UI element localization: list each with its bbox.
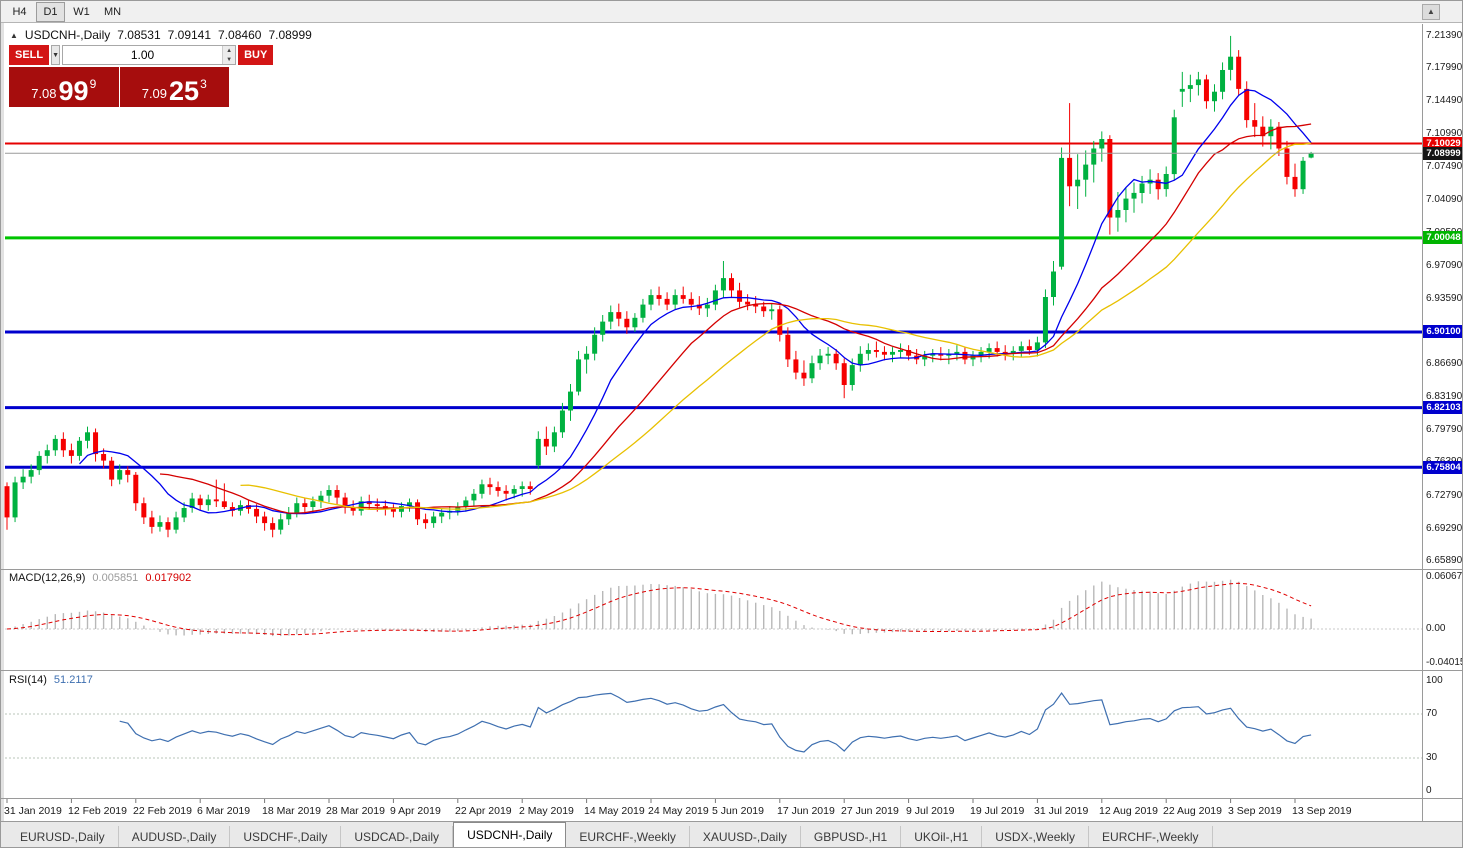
tab-xauusd-daily[interactable]: XAUUSD-,Daily [690,826,801,847]
window-edge [1,23,4,823]
volume-dropdown-icon[interactable]: ▼ [51,45,61,65]
ma-line-30 [240,142,1312,511]
volume-stepper: ▲ ▼ [222,46,236,64]
tab-audusd-daily[interactable]: AUDUSD-,Daily [119,826,231,847]
tab-eurusd-daily[interactable]: EURUSD-,Daily [7,826,119,847]
chart-symbol-label: USDCNH-,Daily [24,28,111,42]
ohlc-open: 7.08531 [117,28,161,42]
hline-layer [5,142,1422,469]
volume-down-icon[interactable]: ▼ [223,55,236,64]
tab-eurchf-weekly[interactable]: EURCHF-,Weekly [1089,826,1213,847]
macd-signal-line [6,582,1312,636]
tab-usdchf-daily[interactable]: USDCHF-,Daily [230,826,342,847]
rsi-value: 51.2117 [53,674,93,686]
ohlc-close: 7.08999 [268,28,312,42]
volume-up-icon[interactable]: ▲ [223,46,236,55]
ma-line-20 [159,123,1312,514]
collapse-panel-icon[interactable]: ▲ [10,30,18,40]
timeframe-button-w1[interactable]: W1 [73,5,90,18]
buy-price-pips: 25 [169,75,200,106]
tab-usdcad-daily[interactable]: USDCAD-,Daily [341,826,454,847]
timeframe-toolbar: H4 D1 W1 MN ▲ [1,1,1462,23]
macd-signal-value: 0.017902 [145,572,192,584]
macd-histogram [14,579,1312,637]
timeframe-button-mn[interactable]: MN [103,5,122,18]
tab-ukoil-h1[interactable]: UKOil-,H1 [901,826,983,847]
buy-price-pipette: 3 [200,77,207,91]
sell-price-pips: 99 [58,75,89,106]
tab-eurchf-weekly[interactable]: EURCHF-,Weekly [566,826,690,847]
tab-gbpusd-h1[interactable]: GBPUSD-,H1 [801,826,902,847]
candles-layer [4,35,1314,538]
rsi-line [119,691,1312,753]
macd-name: MACD(12,26,9) [9,572,86,584]
tab-usdx-weekly[interactable]: USDX-,Weekly [982,826,1090,847]
sell-price-bigfigure: 7.08 [31,86,57,101]
timeframe-button-d1[interactable]: D1 [36,1,65,22]
ohlc-low: 7.08460 [218,28,262,42]
volume-input[interactable] [63,46,223,64]
ohlc-high: 7.09141 [167,28,212,42]
rsi-label: RSI(14) 51.2117 [9,674,93,686]
rsi-name: RSI(14) [9,674,47,686]
sell-button[interactable]: SELL [9,45,50,65]
sell-price-pipette: 9 [89,77,97,91]
one-click-trade-panel: SELL ▼ ▲ ▼ BUY 7.08 99 9 7.09 25 3 [9,45,274,107]
buy-price-bigfigure: 7.09 [141,86,168,101]
chart-title: ▲ USDCNH-,Daily 7.08531 7.09141 7.08460 … [10,28,312,42]
buy-button[interactable]: BUY [238,45,274,65]
timeframe-button-h4[interactable]: H4 [12,5,27,18]
buy-price-display[interactable]: 7.09 25 3 [119,67,229,107]
symbol-tab-bar: EURUSD-,Daily AUDUSD-,Daily USDCHF-,Daily U… [1,821,1462,847]
volume-field: ▲ ▼ [62,45,237,65]
macd-label: MACD(12,26,9) 0.005851 0.017902 [9,572,191,584]
tab-usdcnh-daily[interactable]: USDCNH-,Daily [453,822,567,847]
scroll-to-end-icon[interactable]: ▲ [1422,3,1440,20]
macd-value: 0.005851 [92,572,139,584]
sell-price-display[interactable]: 7.08 99 9 [9,67,119,107]
